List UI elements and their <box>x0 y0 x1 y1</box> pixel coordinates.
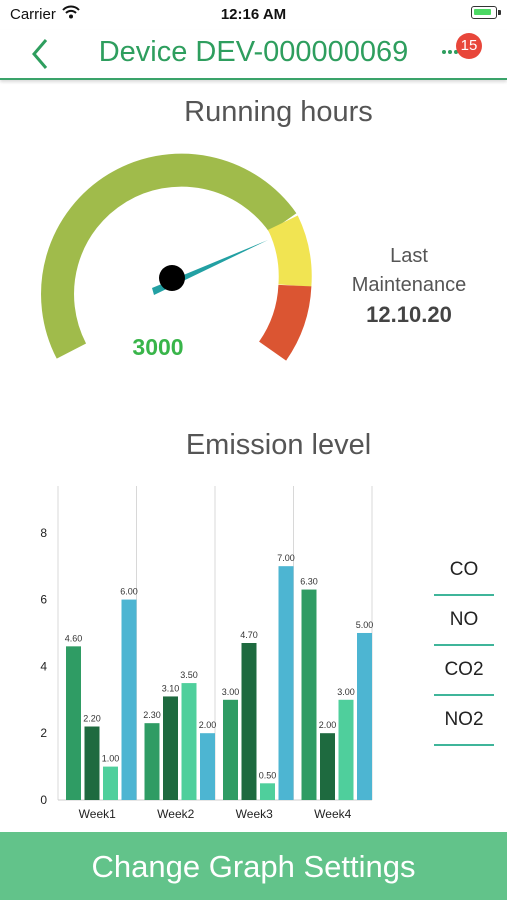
last-maintenance-date: 12.10.20 <box>366 302 452 327</box>
bar-no2-week3 <box>278 566 294 800</box>
emission-bar-chart: 0 2 4 6 8 4.60 2.20 1.00 6.00 Week1 2.30 3.103.50 2.… <box>40 486 374 821</box>
bar-co-week2 <box>144 723 160 800</box>
bar-value-label: 6.30 <box>300 577 318 587</box>
bar-value-label: 3.50 <box>180 670 198 680</box>
y-tick-label: 4 <box>40 659 47 673</box>
bar-co2-week1 <box>103 766 118 800</box>
nav-bar: Device DEV-000000069 <box>0 30 507 80</box>
bar-value-label: 2.00 <box>319 720 337 730</box>
bar-no2-week4 <box>357 632 372 800</box>
emission-level-title: Emission level <box>185 429 372 461</box>
bar-value-label: 7.00 <box>277 553 295 563</box>
legend-item-co[interactable]: CO <box>434 546 494 596</box>
bar-value-label: 3.00 <box>337 687 355 697</box>
status-bar: Carrier 12:16 AM <box>0 0 507 30</box>
page-title: Device DEV-000000069 <box>98 36 409 68</box>
legend-item-no[interactable]: NO <box>434 596 494 646</box>
bar-no2-week1 <box>121 599 137 800</box>
last-maintenance: Last Maintenance 12.10.20 <box>330 242 488 329</box>
bar-value-label: 0.50 <box>259 770 277 780</box>
bar-co-week1 <box>66 646 81 800</box>
wifi-icon <box>62 5 80 19</box>
y-tick-label: 6 <box>40 593 47 607</box>
running-hours-title: Running hours <box>184 96 373 128</box>
bar-value-label: 4.60 <box>65 633 83 643</box>
x-tick-label: Week1 <box>79 807 116 821</box>
bar-no-week1 <box>84 726 100 800</box>
status-time: 12:16 AM <box>220 6 287 23</box>
last-maintenance-label: Last <box>390 245 428 267</box>
x-tick-label: Week3 <box>236 807 273 821</box>
change-graph-settings-button[interactable]: Change Graph Settings <box>0 832 507 900</box>
last-maintenance-label-2: Maintenance <box>351 274 467 296</box>
bar-value-label: 2.20 <box>83 714 101 724</box>
bar-value-label: 3.00 <box>222 687 240 697</box>
bar-co2-week3 <box>260 783 275 800</box>
x-tick-label: Week4 <box>314 807 351 821</box>
gauge-hub <box>159 265 185 291</box>
bar-co-week4 <box>301 589 317 800</box>
bar-value-label: 6.00 <box>120 587 138 597</box>
bar-value-label: 1.00 <box>102 754 120 764</box>
emission-legend: CO NO CO2 NO2 <box>434 546 494 746</box>
bar-co2-week2 <box>181 683 197 800</box>
battery-icon <box>471 6 501 19</box>
bar-value-label: 2.00 <box>199 720 217 730</box>
x-tick-label: Week2 <box>157 807 194 821</box>
carrier-label: Carrier <box>10 6 56 23</box>
bar-value-label: 5.00 <box>356 620 374 630</box>
back-chevron-icon[interactable] <box>26 36 56 72</box>
y-tick-label: 2 <box>40 726 47 740</box>
bar-no-week4 <box>320 733 335 800</box>
bar-co2-week4 <box>338 699 354 800</box>
y-tick-label: 0 <box>40 793 47 807</box>
bar-no-week3 <box>241 643 257 800</box>
bar-no-week2 <box>163 696 178 800</box>
more-options-icon[interactable] <box>442 50 462 60</box>
notification-badge[interactable]: 15 <box>456 33 482 59</box>
legend-item-no2[interactable]: NO2 <box>434 696 494 746</box>
running-hours-gauge <box>41 153 312 361</box>
bar-no2-week2 <box>200 733 215 800</box>
bar-value-label: 4.70 <box>240 630 258 640</box>
running-hours-value: 3000 <box>132 334 184 360</box>
bar-co-week3 <box>223 699 238 800</box>
bar-value-label: 2.30 <box>143 710 161 720</box>
y-tick-label: 8 <box>40 526 47 540</box>
legend-item-co2[interactable]: CO2 <box>434 646 494 696</box>
bar-value-label: 3.10 <box>162 683 180 693</box>
